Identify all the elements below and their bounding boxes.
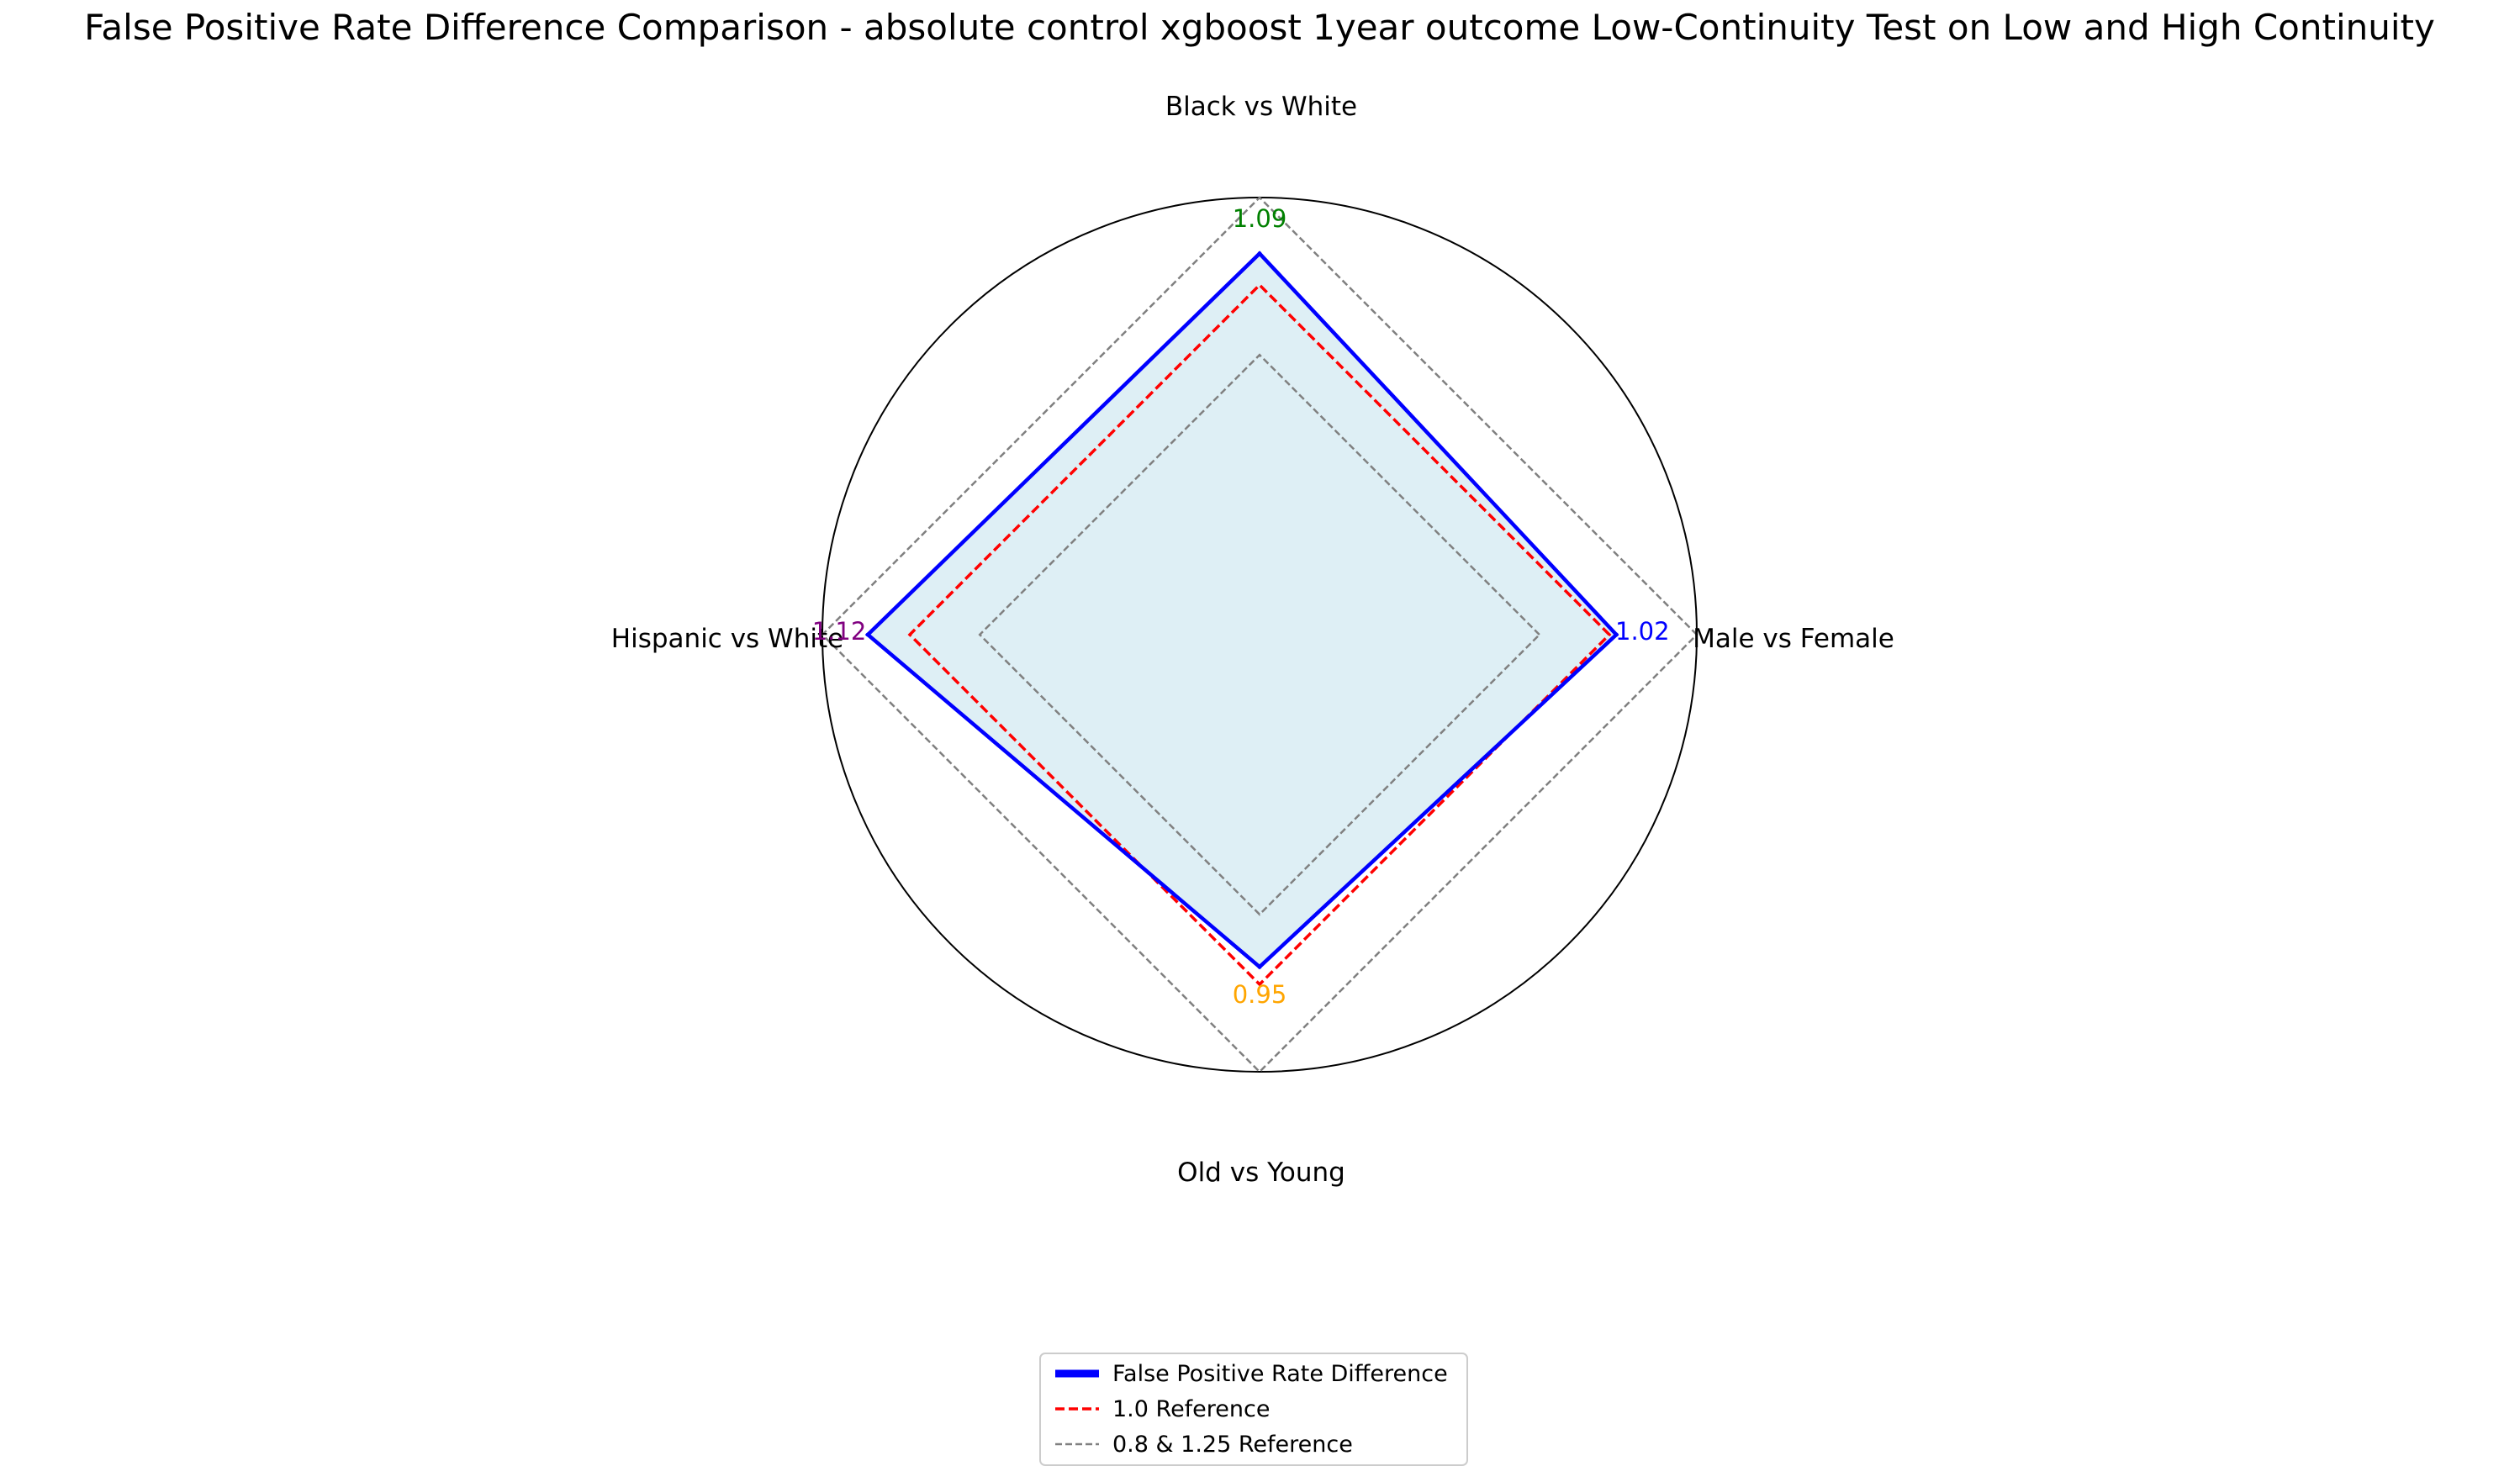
- value-label-old-vs-young: 0.95: [1233, 980, 1287, 1009]
- value-label-black-vs-white: 1.09: [1233, 204, 1287, 233]
- legend-label-ref-1: 1.0 Reference: [1112, 1396, 1270, 1422]
- data-point-3: [1257, 964, 1262, 969]
- data-point-0: [1614, 632, 1619, 637]
- legend-frame: [1039, 1353, 1468, 1466]
- chart-title: False Positive Rate Difference Compariso…: [84, 7, 2435, 48]
- data-point-1: [1257, 251, 1262, 256]
- reference-polygon-1-25: [821, 196, 1698, 1073]
- data-point-2: [865, 632, 870, 637]
- reference-polygon-1-0: [907, 282, 1612, 987]
- value-label-hispanic-vs-white: 1.12: [812, 617, 867, 646]
- reference-polygon-0-8: [978, 353, 1541, 916]
- axis-label-old-vs-young: Old vs Young: [1177, 1158, 1345, 1188]
- axis-label-black-vs-white: Black vs White: [1165, 92, 1357, 122]
- axis-label-male-vs-female: Male vs Female: [1693, 624, 1894, 654]
- value-label-male-vs-female: 1.02: [1615, 617, 1670, 646]
- series-fill-area: [868, 253, 1617, 968]
- axis-label-hispanic-vs-white: Hispanic vs White: [611, 624, 843, 654]
- legend-label-fpr: False Positive Rate Difference: [1112, 1361, 1448, 1387]
- legend: False Positive Rate Difference 1.0 Refer…: [1039, 1353, 1468, 1466]
- legend-label-ref-bounds: 0.8 & 1.25 Reference: [1112, 1432, 1353, 1458]
- plot-area: [821, 196, 1698, 1073]
